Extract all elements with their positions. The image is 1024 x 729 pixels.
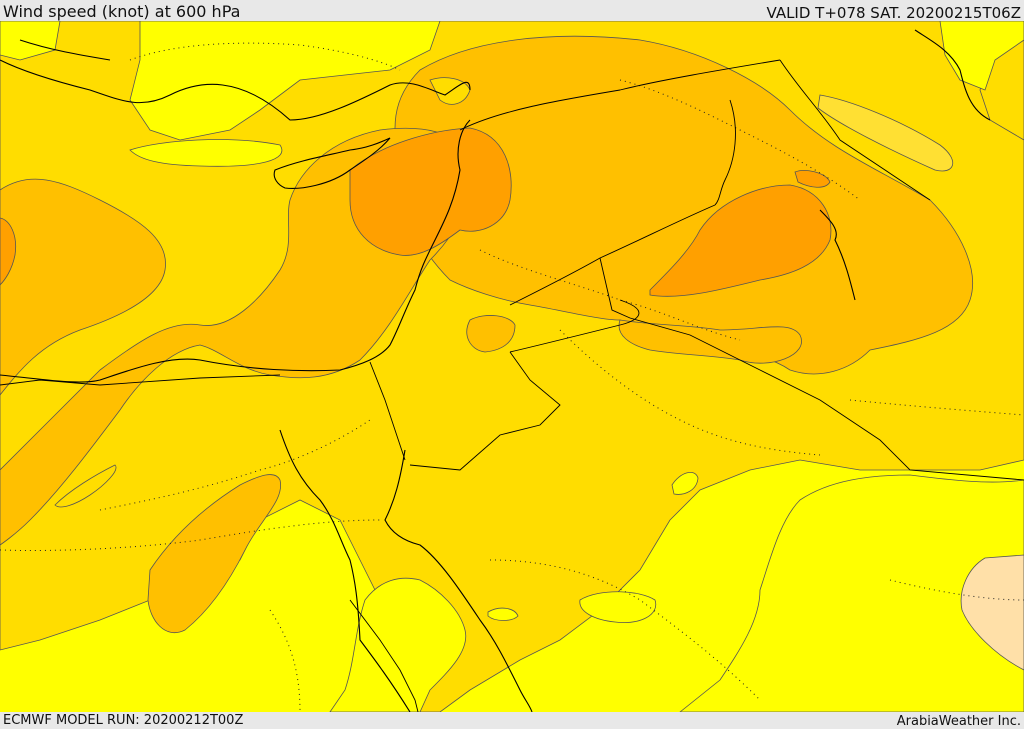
model-run: ECMWF MODEL RUN: 20200212T00Z: [3, 713, 244, 728]
coastline-cyprus: [273, 137, 391, 189]
dotted-contour-8: [129, 42, 401, 71]
dotted-contour-3: [99, 419, 371, 511]
credit: ArabiaWeather Inc.: [896, 714, 1021, 729]
contour-gold-west: [0, 178, 166, 396]
border-saudi-north: [509, 204, 716, 306]
dotted-contour-2: [559, 329, 821, 456]
contour-yellow-left-patch: [129, 139, 283, 167]
valid-time: VALID T+078 SAT. 20200215T06Z: [766, 4, 1021, 22]
contour-yellow-top: [129, 21, 441, 141]
coastline-levant: [0, 119, 471, 383]
contour-yellow-right-band: [817, 94, 953, 172]
dotted-contour-9: [269, 609, 301, 712]
dotted-contour-4: [0, 519, 381, 551]
wind-speed-map: [0, 21, 1024, 712]
contour-orange-small: [794, 170, 831, 188]
coastline-caspian: [914, 29, 991, 121]
coastline-persian-gulf: [819, 209, 856, 301]
border-egypt-sudan: [0, 374, 281, 386]
contour-yellow-south: [329, 577, 467, 712]
border-saudi-iraq: [599, 257, 1024, 481]
contour-gold-east-tail: [618, 319, 802, 364]
border-jordan: [509, 299, 640, 353]
contour-orange-levant: [349, 127, 512, 256]
contour-orange-west-edge: [0, 217, 17, 286]
contour-gold-small-south: [466, 315, 516, 353]
map-title: Wind speed (knot) at 600 hPa: [3, 2, 241, 21]
dotted-contour-7: [619, 79, 861, 201]
contour-peach-southeast: [960, 554, 1024, 671]
contour-yellow-patch-1: [579, 591, 657, 623]
contour-gold-north: [394, 35, 973, 375]
footer-bar: ECMWF MODEL RUN: 20200212T00Z ArabiaWeat…: [0, 712, 1024, 729]
coastline-black-sea: [19, 39, 111, 61]
contour-orange-iraq: [649, 184, 832, 297]
coastline-red-sea-west: [279, 429, 411, 712]
contour-yellow-southeast: [679, 474, 1024, 712]
dotted-contour-1: [479, 249, 741, 341]
border-sinai: [369, 361, 406, 461]
contour-yellow-patch-3: [487, 607, 519, 621]
header-bar: Wind speed (knot) at 600 hPa VALID T+078…: [0, 0, 1024, 21]
border-egypt-south: [349, 599, 419, 712]
dotted-contour-10: [889, 579, 1024, 601]
contour-yellow-top-left: [0, 21, 61, 61]
border-syria-iraq: [459, 59, 781, 131]
border-jordan-saudi: [409, 351, 561, 471]
coastline-red-sea-east: [384, 449, 533, 712]
border-iraq-iran: [779, 59, 931, 201]
contour-gold-southwest: [147, 474, 282, 633]
contour-yellow-patch-2: [671, 471, 699, 495]
contour-light-hole-1: [54, 464, 117, 508]
coastline-turkey: [0, 59, 471, 121]
border-iran: [714, 99, 736, 206]
